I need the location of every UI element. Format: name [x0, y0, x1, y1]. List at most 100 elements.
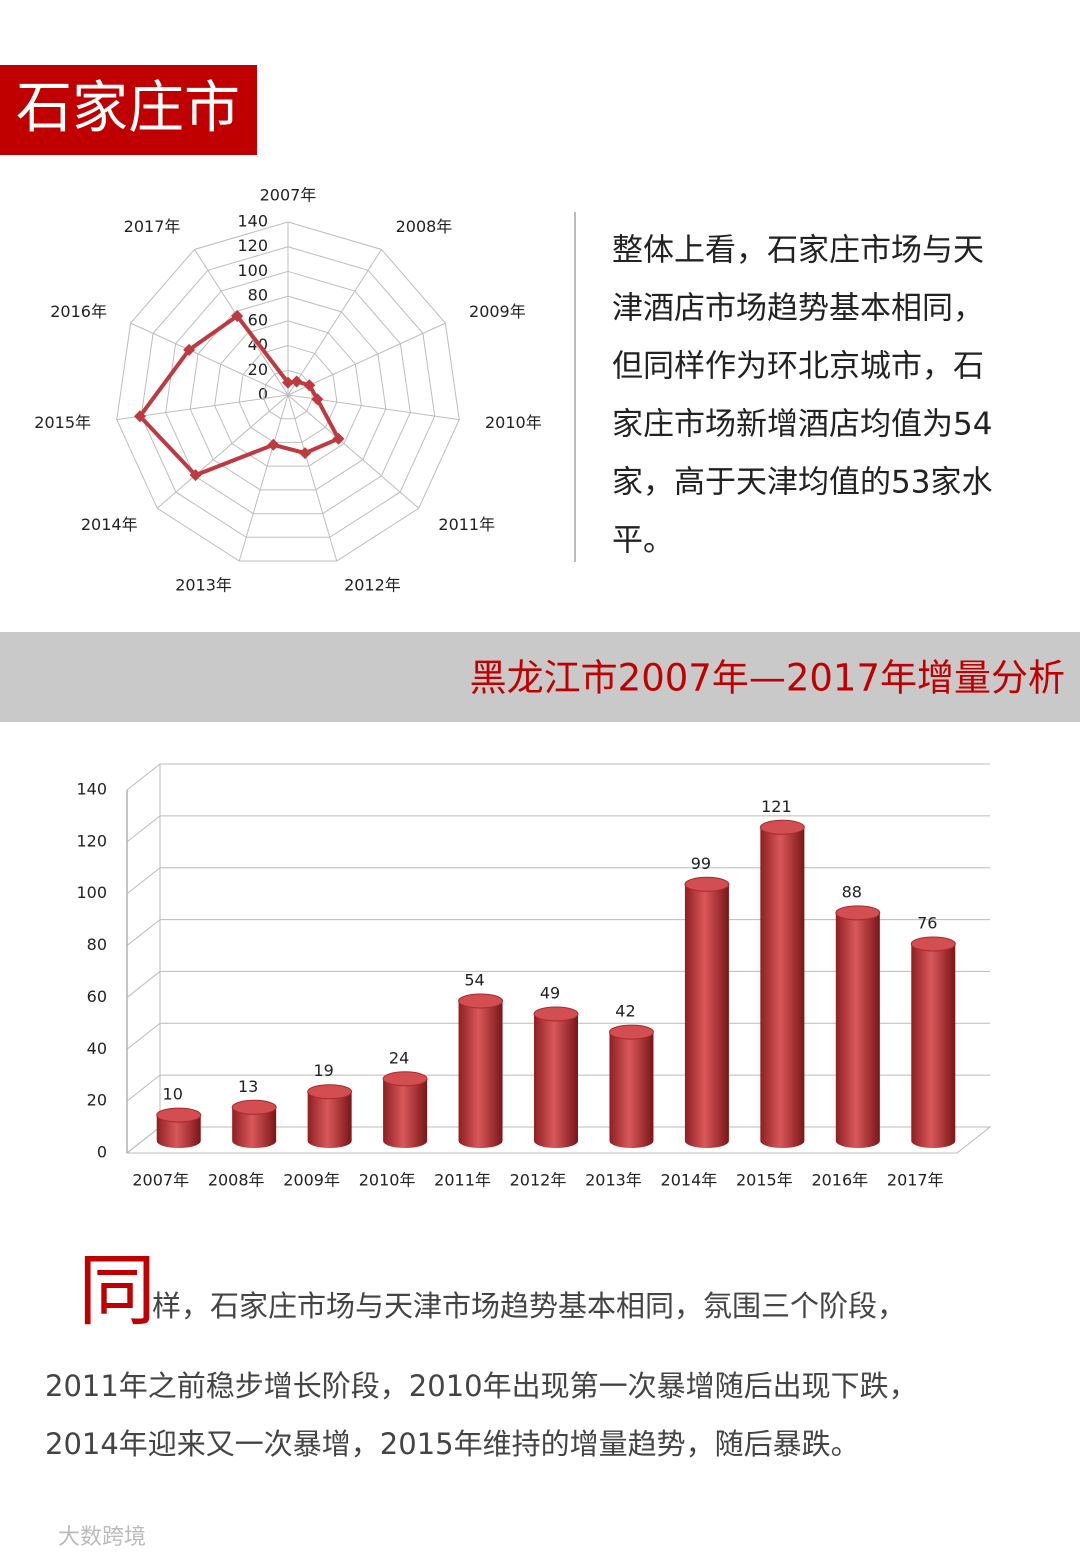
header-box [0, 65, 257, 155]
r-tick-label: 120 [237, 236, 268, 255]
header-title: 石家庄市 [16, 76, 240, 141]
r-tick-label: 140 [237, 212, 268, 231]
category-label: 2011年 [438, 515, 495, 534]
x-tick-label: 2013年 [585, 1171, 642, 1190]
x-tick-label: 2009年 [283, 1171, 340, 1190]
y-tick-label: 80 [87, 935, 107, 954]
y-tick-label: 120 [76, 831, 107, 850]
bar-top [382, 1071, 428, 1087]
conclusion-line: 2014年迎来又一次暴增，2015年维持的增量趋势，随后暴跌。 [45, 1427, 860, 1461]
category-label: 2012年 [344, 575, 401, 594]
value-label: 49 [540, 983, 560, 1002]
grid-line [126, 763, 990, 791]
radar-marker [134, 410, 147, 423]
section-band [0, 632, 1080, 722]
bar-top [307, 1084, 353, 1100]
summary-line: 平。 [612, 523, 674, 559]
grid-ring [165, 270, 411, 515]
x-tick-label: 2007年 [132, 1171, 189, 1190]
bar-top [910, 936, 956, 952]
radar-marker [231, 309, 244, 322]
radar-marker [189, 469, 202, 482]
y-tick-label: 60 [87, 987, 107, 1006]
value-label: 54 [464, 970, 484, 989]
category-label: 2015年 [34, 413, 91, 432]
value-label: 13 [238, 1077, 258, 1096]
y-tick-label: 40 [87, 1039, 107, 1058]
category-label: 2007年 [260, 186, 317, 205]
category-label: 2016年 [50, 302, 107, 321]
radar-marker [332, 432, 345, 445]
conclusion-line: 2011年之前稳步增长阶段，2010年出现第一次暴增随后出现下跌， [45, 1369, 918, 1403]
radar-marker [282, 376, 294, 389]
bar-top [835, 905, 881, 921]
spoke [238, 394, 289, 562]
r-tick-label: 100 [237, 261, 268, 280]
value-label: 121 [761, 797, 792, 816]
conclusion-line: 样，石家庄市场与天津市场趋势基本相同，氛围三个阶段， [152, 1289, 906, 1323]
summary-line: 家，高于天津均值的53家水 [612, 465, 992, 501]
bar [609, 1025, 654, 1148]
radar-marker [299, 447, 312, 460]
spoke [156, 394, 289, 509]
radar-marker [311, 393, 324, 406]
y-tick-label: 100 [76, 883, 107, 902]
spoke [287, 322, 446, 396]
bar-top [684, 876, 730, 892]
value-label: 24 [389, 1048, 409, 1067]
bar-top [759, 819, 805, 835]
r-tick-label: 60 [248, 310, 268, 329]
radar-marker [183, 343, 196, 356]
value-label: 19 [313, 1061, 333, 1080]
bar [383, 1071, 428, 1148]
y-tick-label: 140 [76, 780, 107, 799]
bar-chart: 0 20 40 60 80 100 120 140 2007年 10 2008年 13 2009年 19 2… [76, 763, 992, 1190]
x-tick-label: 2008年 [208, 1171, 265, 1190]
category-label: 2009年 [469, 302, 526, 321]
r-tick-label: 20 [248, 360, 268, 379]
summary-line: 整体上看，石家庄市场与天 [612, 233, 984, 269]
bar [458, 993, 503, 1148]
drop-cap: 同 [78, 1246, 156, 1336]
value-label: 88 [842, 882, 862, 901]
grid-ring [214, 320, 362, 467]
x-tick-label: 2016年 [811, 1171, 868, 1190]
bar-top [156, 1107, 202, 1123]
x-tick-label: 2015年 [736, 1171, 793, 1190]
x-tick-label: 2012年 [510, 1171, 567, 1190]
value-label: 42 [615, 1002, 635, 1021]
value-label: 99 [691, 854, 711, 873]
grid-line [126, 867, 990, 895]
spoke [130, 322, 289, 396]
bar-top [458, 993, 504, 1009]
x-tick-label: 2011年 [434, 1171, 491, 1190]
bar [760, 820, 805, 1148]
bar [835, 905, 880, 1148]
bar-top [608, 1024, 654, 1040]
value-label: 10 [163, 1085, 183, 1104]
category-label: 2013年 [175, 575, 232, 594]
grid-ring [189, 295, 387, 491]
x-tick-label: 2014年 [661, 1171, 718, 1190]
radar-marker [290, 375, 303, 388]
x-tick-label: 2017年 [887, 1171, 944, 1190]
bar [684, 877, 729, 1148]
summary-line: 津酒店市场趋势基本相同， [612, 291, 984, 327]
section-title: 黑龙江市2007年—2017年增量分析 [470, 657, 1065, 700]
radar-chart: 0204060801001201402007年2008年2009年2010年20… [34, 186, 541, 595]
summary-line: 家庄市场新增酒店均值为54 [612, 407, 992, 443]
spoke [116, 394, 289, 421]
watermark: 大数跨境 [58, 1525, 146, 1550]
x-tick-label: 2010年 [359, 1171, 416, 1190]
conclusion: 样，石家庄市场与天津市场趋势基本相同，氛围三个阶段， 2011年之前稳步增长阶段，… [45, 1289, 918, 1461]
spoke [287, 249, 382, 396]
grid-line [126, 815, 990, 843]
category-label: 2010年 [485, 413, 542, 432]
grid-ring [140, 246, 436, 538]
y-tick-label: 0 [97, 1143, 107, 1162]
grid-ring [238, 345, 338, 443]
r-tick-label: 0 [258, 385, 268, 404]
bar-top [231, 1099, 277, 1115]
category-label: 2017年 [124, 217, 181, 236]
